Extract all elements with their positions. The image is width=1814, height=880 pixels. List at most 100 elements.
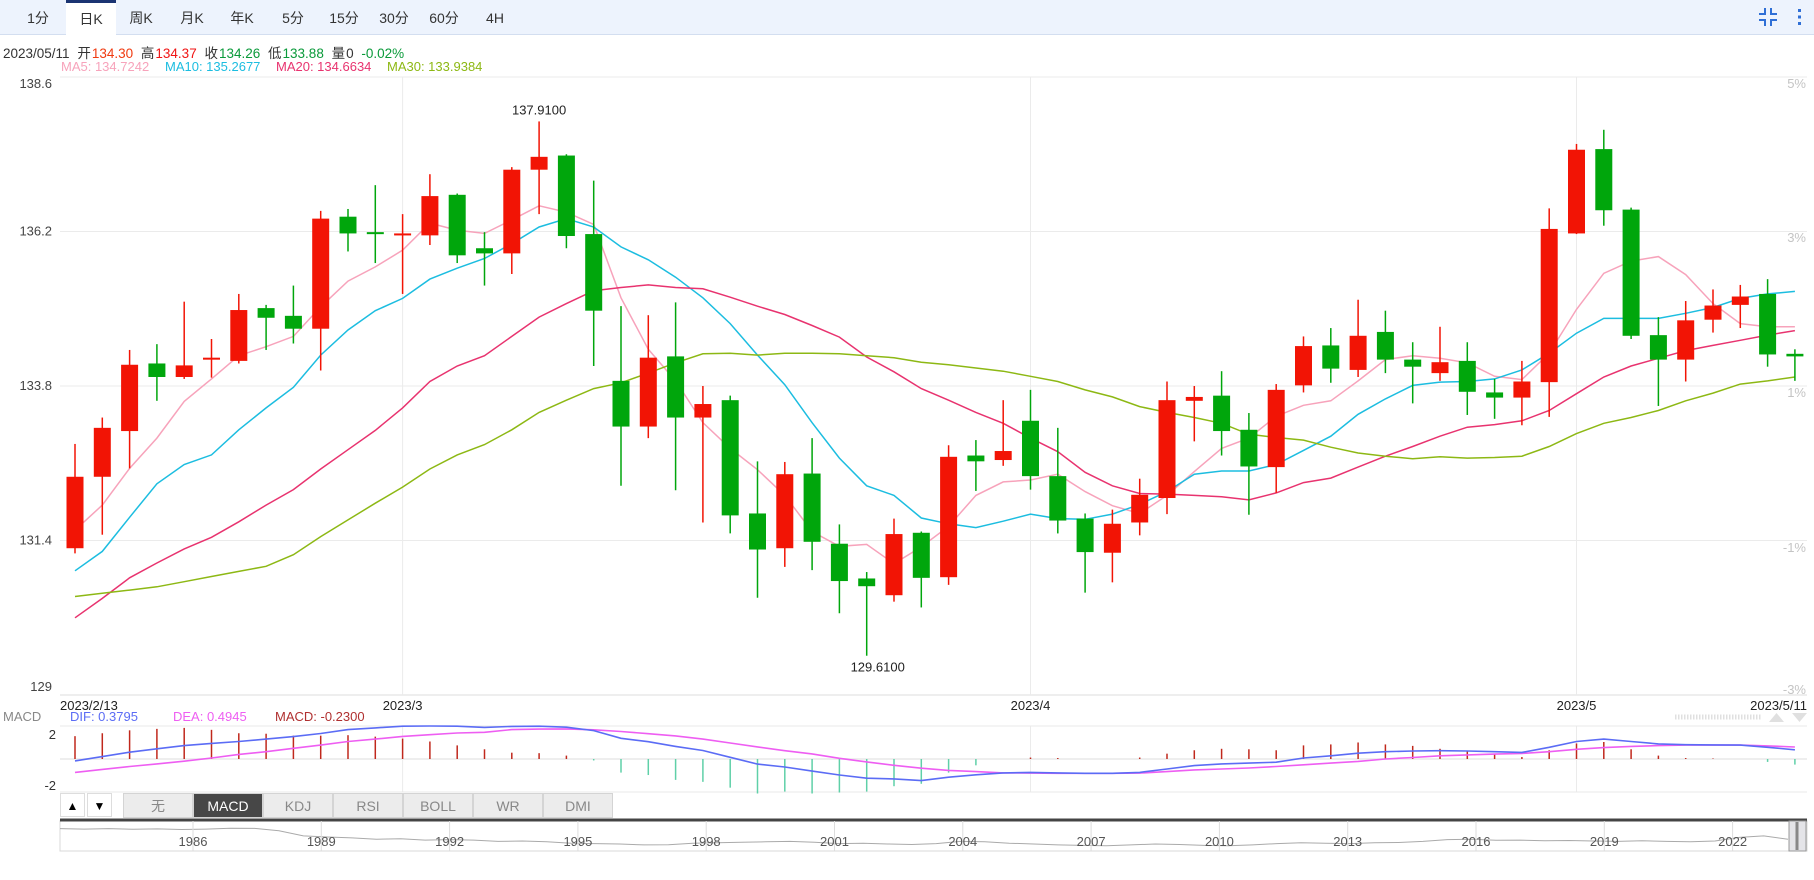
candle[interactable] [557, 154, 575, 249]
compress-icon[interactable] [1758, 7, 1778, 27]
candle[interactable] [1704, 289, 1722, 333]
candle[interactable] [503, 167, 521, 274]
candle[interactable] [175, 301, 193, 379]
indicator-tab-boll[interactable]: BOLL [403, 793, 473, 818]
candle[interactable] [284, 285, 302, 344]
candle[interactable] [1322, 328, 1340, 383]
candle[interactable] [1158, 381, 1176, 515]
pane-up-button[interactable]: ▲ [60, 793, 85, 817]
period-tab-5[interactable]: 5分 [282, 10, 304, 26]
candle[interactable] [694, 386, 712, 523]
candle[interactable] [1185, 386, 1203, 442]
quote-info: 2023/05/11 开134.30 高134.37 收134.26 低133.… [3, 42, 408, 62]
candle[interactable] [994, 400, 1012, 466]
navigator-year-label: 2010 [1205, 834, 1234, 849]
candle[interactable] [66, 443, 84, 554]
candle[interactable] [776, 461, 794, 567]
candle[interactable] [1295, 336, 1312, 393]
candle[interactable] [1267, 384, 1285, 493]
period-tab-9[interactable]: 4H [486, 10, 504, 26]
candle[interactable] [1131, 478, 1149, 536]
navigator-year-label: 1992 [435, 834, 464, 849]
candle[interactable] [148, 344, 166, 401]
candle[interactable] [121, 349, 139, 469]
candle[interactable] [1568, 143, 1585, 235]
candle[interactable] [203, 339, 220, 378]
period-tab-3[interactable]: 月K [180, 10, 204, 26]
candle[interactable] [366, 185, 384, 264]
candle[interactable] [612, 306, 630, 486]
candle[interactable] [1677, 301, 1695, 382]
candle[interactable] [912, 531, 930, 608]
candle[interactable] [93, 417, 111, 535]
more-vertical-icon[interactable] [1790, 7, 1810, 27]
candle[interactable] [803, 438, 821, 571]
candle[interactable] [1513, 360, 1531, 426]
period-tab-0[interactable]: 1分 [27, 10, 49, 26]
candle[interactable] [394, 214, 412, 294]
candle[interactable] [1404, 342, 1422, 404]
candle[interactable] [830, 524, 848, 614]
candle[interactable] [1731, 284, 1749, 329]
indicator-tab-rsi[interactable]: RSI [333, 793, 403, 818]
pane-up-arrow-icon[interactable] [1769, 713, 1784, 722]
candle[interactable] [1349, 299, 1367, 377]
candle[interactable] [1622, 207, 1640, 340]
candle[interactable] [1486, 378, 1504, 419]
navigator-range-handle[interactable] [1788, 820, 1807, 852]
candle[interactable] [257, 304, 275, 350]
candle[interactable] [667, 302, 685, 491]
candle-body [1513, 381, 1531, 398]
candle-body [721, 400, 739, 516]
candle[interactable] [530, 121, 548, 215]
pane-down-button[interactable]: ▼ [87, 793, 112, 817]
candle[interactable] [339, 208, 357, 252]
candle[interactable] [421, 174, 439, 246]
indicator-tab-无[interactable]: 无 [123, 793, 193, 818]
candle[interactable] [1458, 342, 1476, 415]
period-tab-6[interactable]: 15分 [329, 10, 359, 26]
period-tab-7[interactable]: 30分 [379, 10, 409, 26]
candle[interactable] [1649, 317, 1667, 406]
indicator-tab-dmi[interactable]: DMI [543, 793, 613, 818]
candle[interactable] [1595, 129, 1613, 226]
candle[interactable] [1103, 509, 1121, 583]
candle[interactable] [639, 315, 657, 439]
triangle-down-icon: ▼ [93, 799, 106, 813]
candle[interactable] [967, 440, 985, 491]
indicator-tab-macd[interactable]: MACD [193, 793, 263, 818]
candle[interactable] [858, 572, 876, 656]
pane-down-arrow-icon[interactable] [1792, 713, 1807, 722]
candle[interactable] [1213, 371, 1231, 456]
candle[interactable] [230, 293, 248, 364]
candle[interactable] [1431, 326, 1449, 381]
candle[interactable] [1540, 208, 1558, 417]
candle[interactable] [1759, 279, 1777, 367]
candle[interactable] [940, 445, 958, 585]
candle[interactable] [1022, 389, 1039, 490]
period-tab-2[interactable]: 周K [129, 10, 153, 26]
candle[interactable] [721, 395, 739, 534]
candle[interactable] [476, 232, 493, 286]
indicator-tab-wr[interactable]: WR [473, 793, 543, 818]
candle[interactable] [1376, 310, 1394, 374]
candle-body [1458, 360, 1476, 392]
candle[interactable] [1076, 513, 1094, 593]
candle-body [830, 543, 848, 582]
candle[interactable] [1049, 427, 1067, 534]
candle-body [1076, 518, 1094, 553]
candle[interactable] [1240, 413, 1258, 515]
candle[interactable] [312, 210, 330, 371]
period-tab-8[interactable]: 60分 [429, 10, 459, 26]
navigator[interactable] [59, 820, 1808, 852]
candle[interactable] [1786, 349, 1804, 381]
candle-body [1568, 149, 1585, 234]
period-tab-4[interactable]: 年K [230, 10, 254, 26]
period-tab-1[interactable]: 日K [66, 0, 116, 35]
candle[interactable] [585, 180, 603, 367]
indicator-tab-kdj[interactable]: KDJ [263, 793, 333, 818]
candle[interactable] [885, 518, 903, 602]
candle[interactable] [448, 193, 466, 264]
candle[interactable] [749, 461, 766, 598]
